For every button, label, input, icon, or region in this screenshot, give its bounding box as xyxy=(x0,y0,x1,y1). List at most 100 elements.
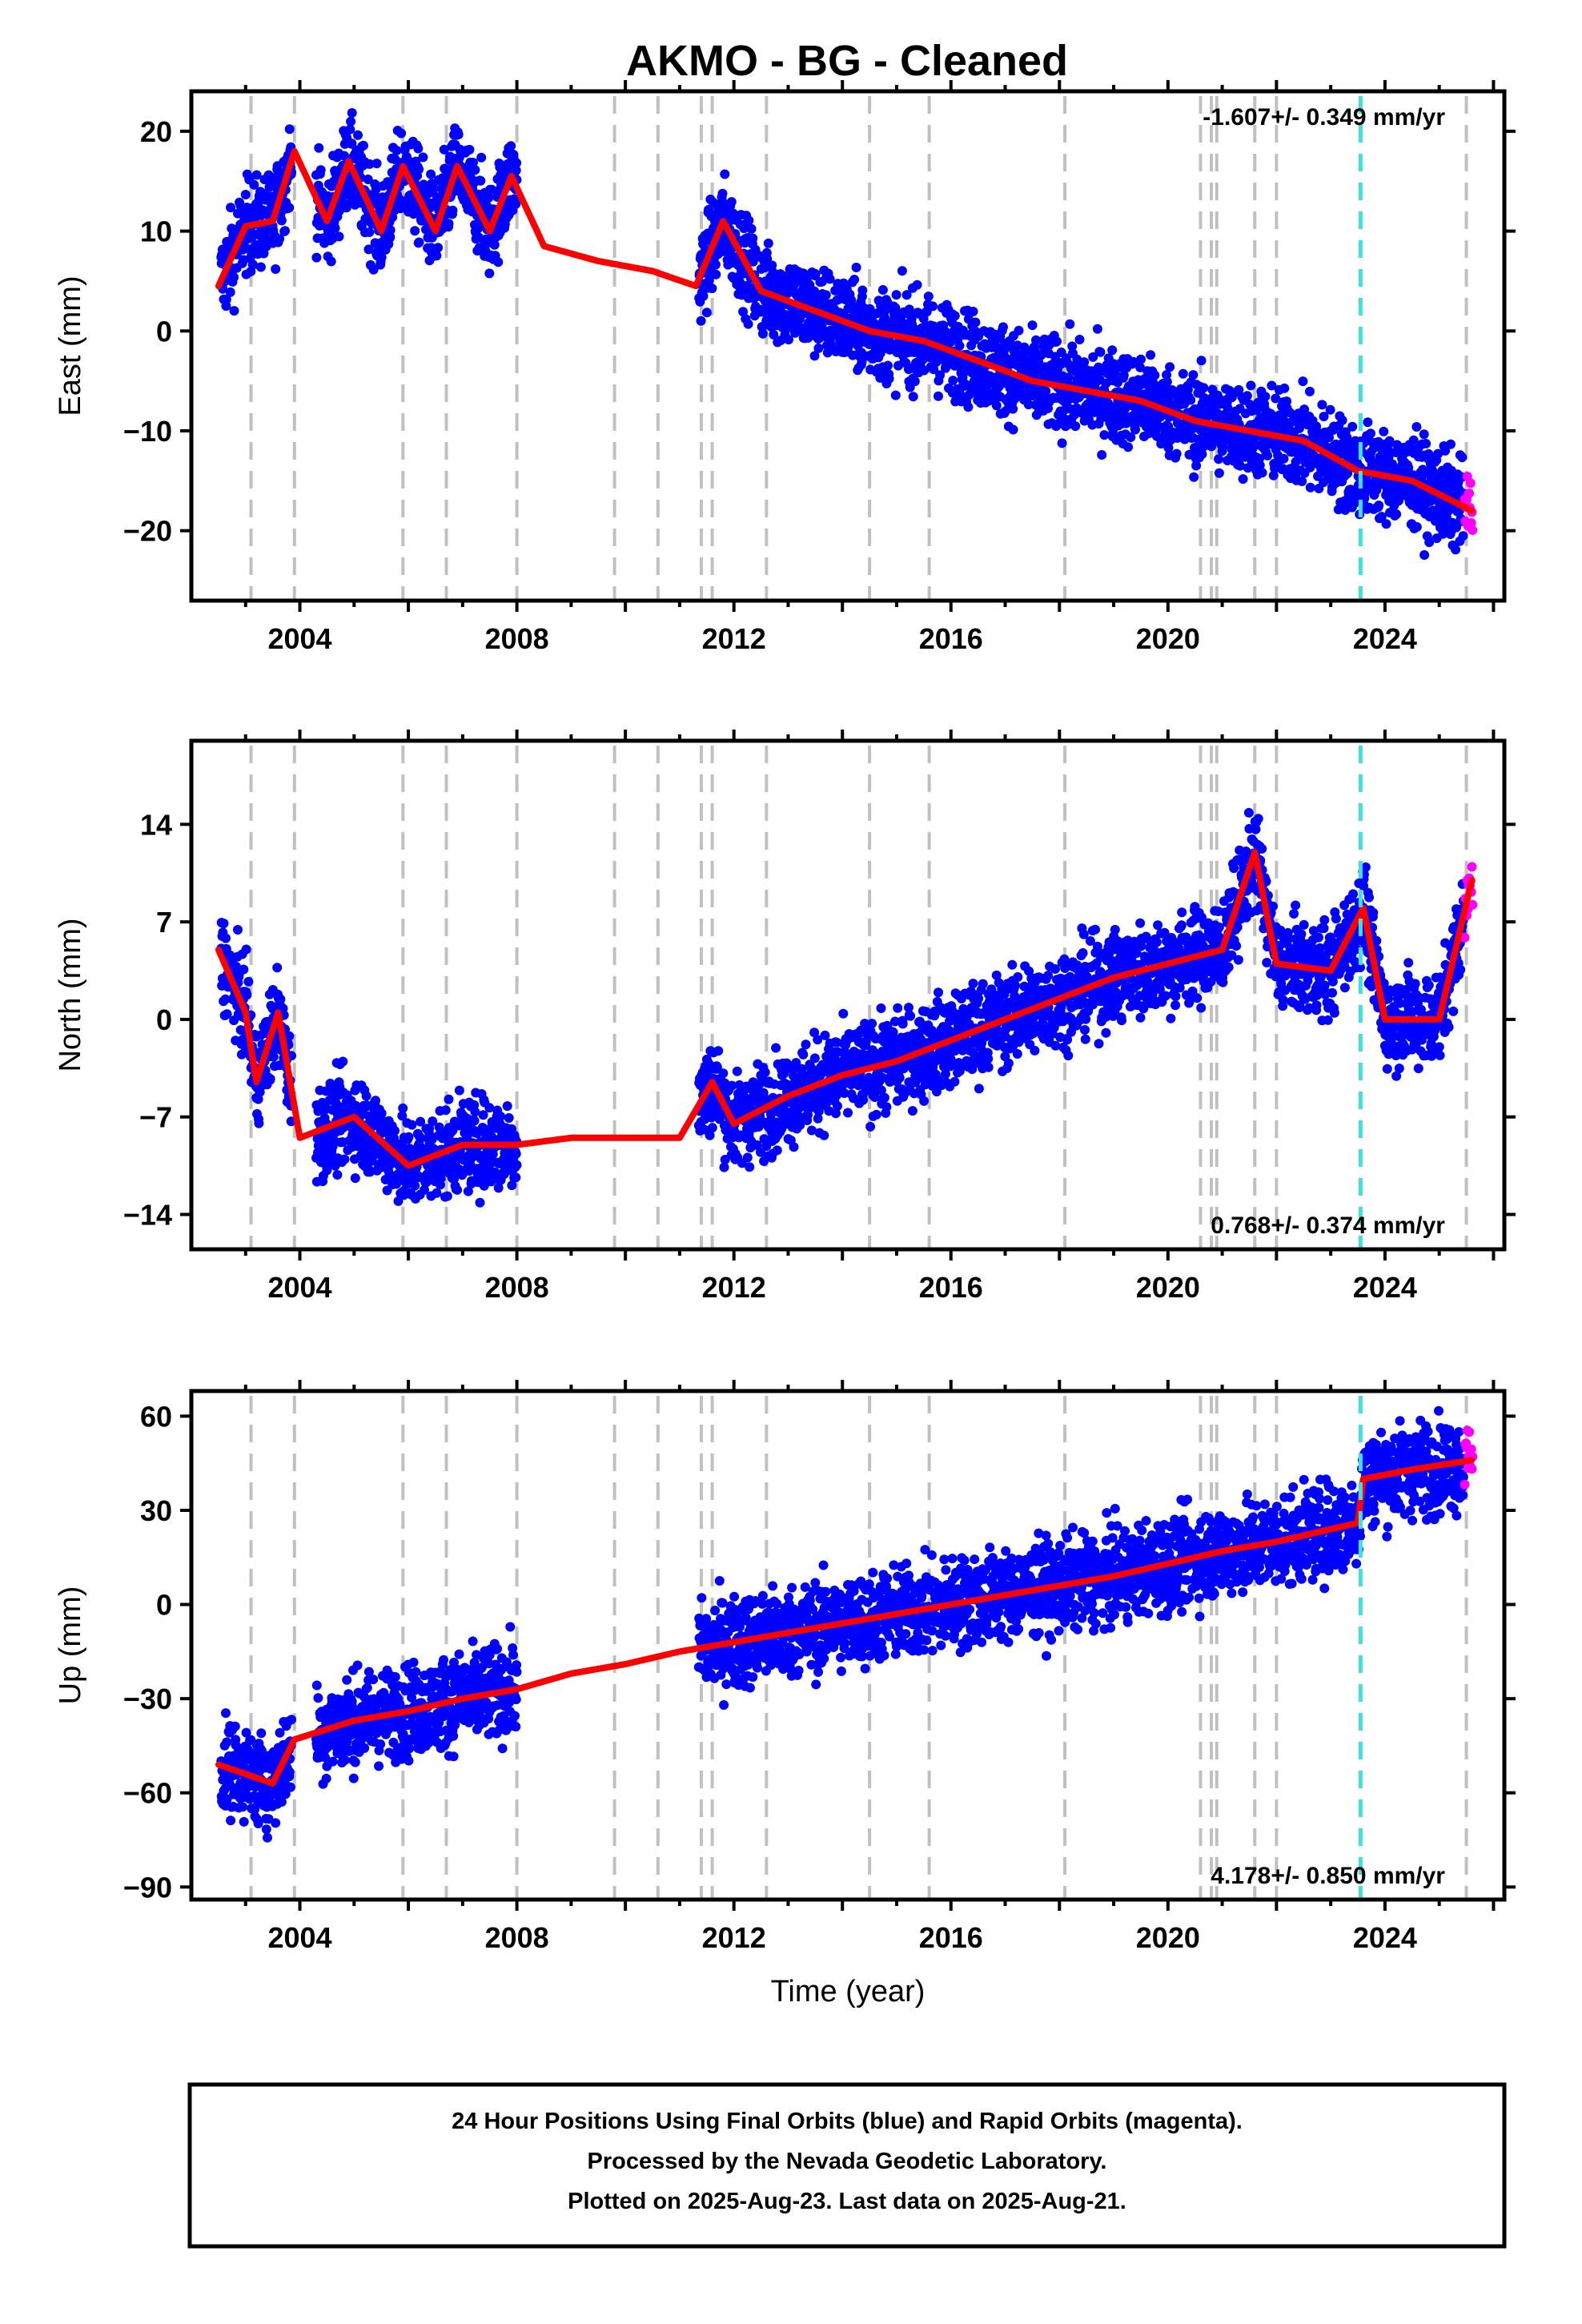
data-point xyxy=(769,329,779,340)
data-point xyxy=(950,311,960,321)
data-point xyxy=(1099,430,1110,440)
data-point xyxy=(890,390,901,400)
data-point xyxy=(1008,404,1018,414)
x-tick-label: 2012 xyxy=(702,622,766,655)
data-point xyxy=(867,1019,877,1029)
data-point xyxy=(849,275,860,284)
data-point xyxy=(511,1172,521,1183)
data-point xyxy=(464,144,475,155)
data-point xyxy=(879,1092,889,1103)
data-point xyxy=(272,963,283,973)
data-point xyxy=(1097,450,1107,460)
data-point xyxy=(704,275,714,286)
data-point xyxy=(717,188,728,199)
chart-title: AKMO - BG - Cleaned xyxy=(626,37,1068,85)
data-point xyxy=(1325,404,1335,415)
data-point xyxy=(1242,391,1252,401)
data-point xyxy=(912,279,922,290)
data-point xyxy=(353,130,363,140)
data-point xyxy=(448,205,458,215)
data-point xyxy=(991,400,1002,411)
data-point xyxy=(240,190,251,199)
data-point xyxy=(414,237,424,247)
data-point xyxy=(404,1132,414,1142)
data-point xyxy=(833,1101,842,1112)
data-point xyxy=(512,1160,522,1170)
data-point xyxy=(506,141,516,151)
data-point xyxy=(718,1068,729,1079)
x-tick-label: 2024 xyxy=(1353,622,1417,655)
data-point xyxy=(760,1068,770,1077)
data-point xyxy=(413,143,424,154)
data-point xyxy=(1421,439,1431,448)
data-point xyxy=(376,252,387,263)
data-point xyxy=(347,139,357,148)
data-point xyxy=(742,1152,753,1163)
data-point xyxy=(745,1162,755,1172)
y-tick-label: −10 xyxy=(123,415,172,448)
data-point xyxy=(738,307,749,317)
data-point xyxy=(1260,392,1271,402)
data-point xyxy=(504,1113,514,1123)
data-point xyxy=(476,152,487,163)
data-point xyxy=(970,317,981,328)
data-point xyxy=(948,376,958,386)
data-point xyxy=(345,124,355,135)
data-point xyxy=(225,287,235,297)
x-tick-label: 2020 xyxy=(1136,622,1200,655)
data-point xyxy=(359,140,368,151)
data-point xyxy=(275,234,285,244)
data-point xyxy=(1246,380,1256,391)
data-point xyxy=(470,1107,480,1117)
data-point xyxy=(744,215,754,226)
data-point xyxy=(271,264,281,274)
data-point xyxy=(1107,345,1118,356)
data-point xyxy=(334,231,344,242)
data-point xyxy=(439,144,449,155)
data-point xyxy=(1419,429,1429,440)
data-point xyxy=(1317,400,1327,410)
data-point xyxy=(371,159,382,169)
data-point xyxy=(364,227,375,237)
data-point xyxy=(363,244,374,255)
data-point xyxy=(757,328,768,339)
data-point xyxy=(1150,370,1160,380)
data-point xyxy=(1136,354,1146,364)
data-point xyxy=(254,1118,264,1128)
data-point xyxy=(1391,509,1402,520)
data-point xyxy=(452,1184,463,1195)
data-point xyxy=(851,263,861,272)
data-point xyxy=(390,1126,400,1136)
data-point xyxy=(909,376,920,387)
data-point xyxy=(934,391,943,401)
data-point xyxy=(493,257,504,267)
data-point xyxy=(339,1154,350,1164)
y-tick-label: 0 xyxy=(156,315,172,348)
data-point xyxy=(707,1123,717,1133)
data-point xyxy=(950,1076,960,1087)
data-point xyxy=(732,1066,742,1076)
data-point xyxy=(908,392,918,402)
data-point xyxy=(809,1053,820,1063)
data-point xyxy=(746,223,757,234)
data-point xyxy=(1446,439,1456,449)
data-point xyxy=(934,987,943,998)
data-point xyxy=(330,223,340,233)
x-tick-label: 2004 xyxy=(267,622,331,655)
data-point xyxy=(219,919,229,929)
data-point xyxy=(511,165,521,175)
data-point xyxy=(1379,426,1389,436)
data-point xyxy=(1212,408,1223,419)
data-point xyxy=(1366,428,1375,439)
data-point xyxy=(1419,550,1430,560)
data-point xyxy=(440,1105,451,1116)
data-point xyxy=(511,1148,521,1159)
data-point xyxy=(1347,421,1358,432)
data-point xyxy=(364,159,375,169)
data-point xyxy=(512,158,522,168)
data-point xyxy=(696,316,706,326)
data-point xyxy=(418,152,428,163)
data-point xyxy=(784,335,793,345)
data-point xyxy=(1165,362,1175,372)
